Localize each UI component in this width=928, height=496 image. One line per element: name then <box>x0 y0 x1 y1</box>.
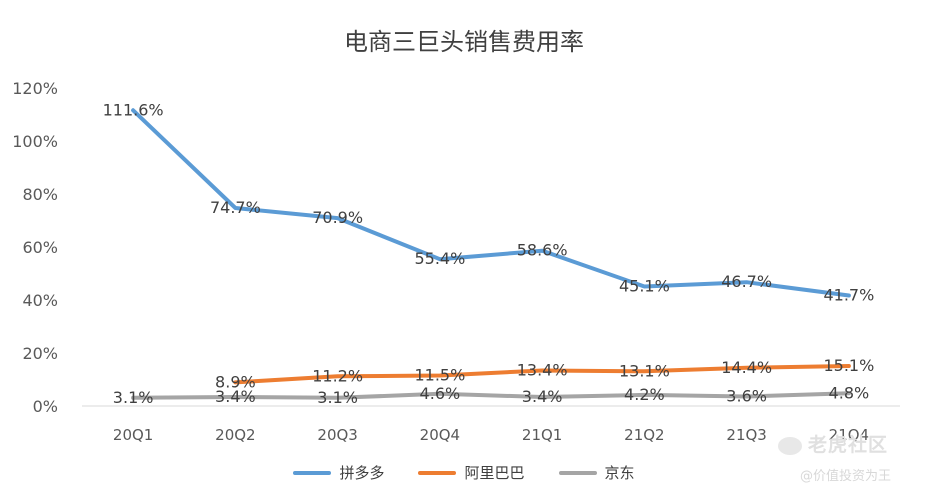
x-tick-label: 21Q1 <box>522 426 562 444</box>
data-label: 3.4% <box>215 387 256 406</box>
legend-swatch-pinduoduo <box>293 470 332 475</box>
series-line-1 <box>233 364 851 385</box>
watermark-logo-text: 老虎社区 <box>808 434 889 456</box>
legend-label-pinduoduo: 拼多多 <box>339 464 385 482</box>
x-tick-label: 21Q4 <box>829 426 869 444</box>
data-label: 13.4% <box>517 360 568 379</box>
y-tick-label: 0% <box>33 397 58 416</box>
data-label: 111.6% <box>103 100 164 119</box>
data-label: 70.9% <box>312 208 363 227</box>
data-label: 74.7% <box>210 198 261 217</box>
watermark-logo: 老虎社区 <box>778 430 888 457</box>
data-label: 3.4% <box>522 387 563 406</box>
legend-label-alibaba: 阿里巴巴 <box>464 464 525 482</box>
data-label: 4.6% <box>420 384 461 403</box>
data-label: 13.1% <box>619 361 670 380</box>
data-label: 3.6% <box>726 386 767 405</box>
data-label: 11.2% <box>312 366 363 385</box>
data-label: 55.4% <box>414 249 465 268</box>
y-tick-label: 120% <box>12 79 58 98</box>
data-label: 4.2% <box>624 385 665 404</box>
x-tick-label: 20Q3 <box>317 426 357 444</box>
data-label: 45.1% <box>619 276 670 295</box>
x-tick-label: 20Q1 <box>113 426 153 444</box>
data-label: 41.7% <box>823 285 874 304</box>
data-label: 58.6% <box>517 241 568 260</box>
x-tick-label: 20Q4 <box>420 426 460 444</box>
x-tick-label: 20Q2 <box>215 426 255 444</box>
data-label: 4.8% <box>829 383 870 402</box>
data-label: 46.7% <box>721 272 772 291</box>
series-line-2 <box>131 391 851 400</box>
legend-swatch-alibaba <box>418 470 457 475</box>
chart-legend: 拼多多 阿里巴巴 京东 <box>0 462 928 483</box>
legend-item-pinduoduo[interactable]: 拼多多 <box>293 462 384 483</box>
legend-item-alibaba[interactable]: 阿里巴巴 <box>418 462 525 483</box>
series-line-0 <box>131 108 851 298</box>
y-tick-label: 80% <box>22 185 58 204</box>
x-tick-label: 21Q2 <box>624 426 664 444</box>
chart-title: 电商三巨头销售费用率 <box>344 28 584 56</box>
data-label: 11.5% <box>414 366 465 385</box>
y-tick-label: 20% <box>22 344 58 363</box>
y-tick-label: 60% <box>22 238 58 257</box>
tiger-logo-icon <box>778 436 802 455</box>
legend-item-jd[interactable]: 京东 <box>558 462 635 483</box>
legend-swatch-jd <box>558 470 597 475</box>
x-tick-label: 21Q3 <box>726 426 766 444</box>
data-label: 15.1% <box>823 356 874 375</box>
data-label: 8.9% <box>215 372 256 391</box>
legend-label-jd: 京东 <box>604 464 635 482</box>
watermark-author: @价值投资为王 <box>800 469 892 484</box>
data-label: 3.1% <box>113 388 154 407</box>
data-label: 3.1% <box>317 388 358 407</box>
data-label: 14.4% <box>721 358 772 377</box>
y-tick-label: 100% <box>12 132 58 151</box>
y-tick-label: 40% <box>22 291 58 310</box>
